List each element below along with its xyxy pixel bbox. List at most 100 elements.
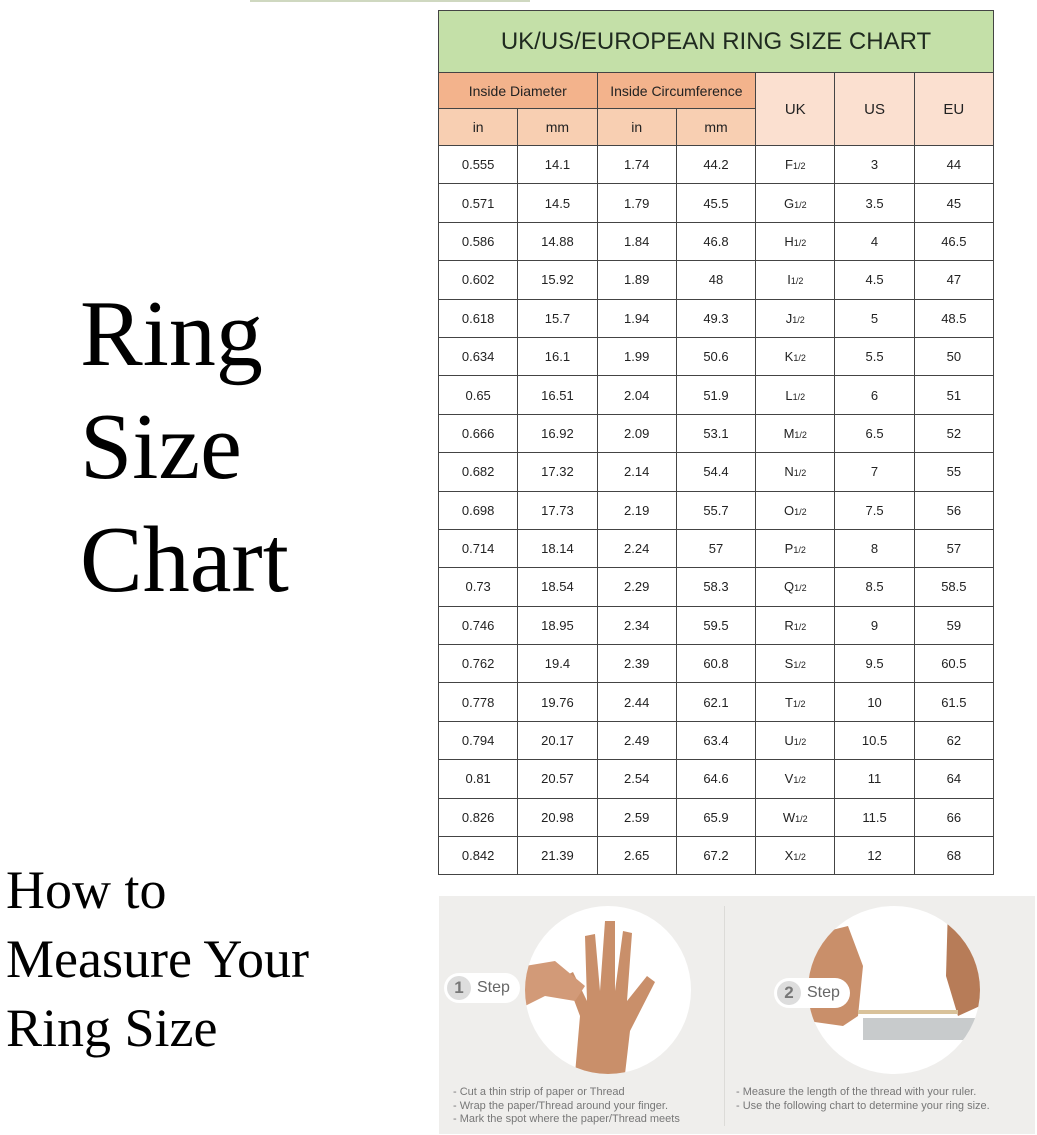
us-size-cell: 6 <box>834 375 915 415</box>
uk-letter: R <box>784 617 794 633</box>
top-rule <box>250 0 530 2</box>
uk-half-fraction: 1/2 <box>793 775 806 786</box>
uk-half-fraction: 1/2 <box>794 429 807 440</box>
inside-circumference-in-cell: 2.65 <box>596 836 677 876</box>
uk-letter: S <box>784 656 794 672</box>
uk-half-fraction: 1/2 <box>793 737 807 748</box>
heading-line: How to <box>6 860 167 920</box>
inside-diameter-mm-cell: 17.32 <box>517 452 598 492</box>
uk-letter: W <box>782 809 796 825</box>
uk-half-fraction: 1/2 <box>793 237 807 248</box>
uk-size-cell: W1/2 <box>755 797 836 838</box>
uk-letter: H <box>784 233 794 249</box>
heading-line: Ring Size <box>6 998 218 1058</box>
inside-diameter-mm-cell: 21.39 <box>517 836 598 876</box>
note-line: - Measure the length of the thread with … <box>736 1086 977 1098</box>
inside-diameter-in-cell: 0.778 <box>437 682 519 722</box>
uk-size-cell: F1/2 <box>755 144 836 185</box>
us-size-cell: 4.5 <box>834 260 915 300</box>
eu-size-cell: 44 <box>913 144 995 185</box>
eu-size-cell: 61.5 <box>913 682 995 722</box>
eu-size-cell: 66 <box>913 797 995 838</box>
inside-circumference-mm-cell: 65.9 <box>675 797 757 838</box>
us-size-cell: 9.5 <box>834 644 915 684</box>
inside-diameter-in-cell: 0.618 <box>437 298 519 338</box>
uk-size-cell: R1/2 <box>755 605 836 646</box>
uk-half-fraction: 1/2 <box>793 545 806 556</box>
step-2-notes: - Measure the length of the thread with … <box>736 1086 990 1113</box>
inside-diameter-in-cell: 0.73 <box>437 567 519 607</box>
inside-circumference-in-cell: 2.39 <box>596 644 677 684</box>
inside-circumference-mm-cell: 67.2 <box>675 836 757 876</box>
inside-circumference-mm-cell: 64.6 <box>675 759 757 799</box>
uk-letter: G <box>783 195 795 211</box>
uk-letter: J <box>785 310 793 326</box>
uk-size-cell: J1/2 <box>755 298 836 338</box>
uk-letter: X <box>784 848 794 864</box>
heading-line: Chart <box>80 508 289 612</box>
inside-circumference-in-cell: 1.99 <box>596 336 677 377</box>
uk-size-cell: U1/2 <box>755 720 836 761</box>
table-row: 0.698 17.73 2.19 55.7 O1/2 7.5 56 <box>437 490 995 530</box>
inside-diameter-mm-cell: 16.51 <box>517 375 598 415</box>
hand-icon <box>525 921 655 1074</box>
uk-half-fraction: 1/2 <box>795 813 808 824</box>
inside-diameter-in-cell: 0.842 <box>437 836 519 876</box>
table-row: 0.81 20.57 2.54 64.6 V1/2 11 64 <box>437 759 995 799</box>
uk-half-fraction: 1/2 <box>794 506 807 517</box>
step-1-panel: 1 Step - Cut a thin strip of paper or Th… <box>439 896 736 1134</box>
eu-size-cell: 58.5 <box>913 567 995 607</box>
uk-size-cell: O1/2 <box>755 490 836 530</box>
inside-diameter-mm-cell: 15.7 <box>517 298 598 338</box>
us-size-cell: 9 <box>834 605 915 646</box>
inside-circumference-in-cell: 2.19 <box>596 490 677 530</box>
note-line: - Mark the spot where the paper/Thread m… <box>453 1113 680 1125</box>
inside-diameter-in-cell: 0.666 <box>437 413 519 454</box>
inside-diameter-mm-cell: 17.73 <box>517 490 598 530</box>
uk-letter: I <box>787 272 791 288</box>
us-size-cell: 4 <box>834 221 915 262</box>
us-size-cell: 12 <box>834 836 915 876</box>
inside-circumference-in-cell: 1.79 <box>596 183 677 223</box>
inside-diameter-in-cell: 0.65 <box>437 375 519 415</box>
inside-circumference-in-cell: 2.59 <box>596 797 677 838</box>
inside-diameter-mm-cell: 19.4 <box>517 644 598 684</box>
inside-circumference-mm-cell: 58.3 <box>675 567 757 607</box>
header-uk: UK <box>755 72 836 146</box>
inside-circumference-mm-cell: 63.4 <box>675 720 757 761</box>
eu-size-cell: 68 <box>913 836 995 876</box>
inside-diameter-in-cell: 0.794 <box>437 720 519 761</box>
us-size-cell: 5.5 <box>834 336 915 377</box>
heading-line: Size <box>80 395 242 499</box>
table-row: 0.778 19.76 2.44 62.1 T1/2 10 61.5 <box>437 682 995 722</box>
inside-circumference-mm-cell: 55.7 <box>675 490 757 530</box>
inside-diameter-mm-cell: 14.88 <box>517 221 598 262</box>
header-inside-circumference: Inside Circumference <box>596 72 757 109</box>
uk-size-cell: X1/2 <box>755 836 836 876</box>
us-size-cell: 11.5 <box>834 797 915 838</box>
inside-circumference-in-cell: 2.44 <box>596 682 677 722</box>
header-unit: mm <box>517 108 598 146</box>
inside-diameter-mm-cell: 18.54 <box>517 567 598 607</box>
eu-size-cell: 55 <box>913 452 995 492</box>
inside-diameter-mm-cell: 14.5 <box>517 183 598 223</box>
eu-size-cell: 52 <box>913 413 995 454</box>
eu-size-cell: 64 <box>913 759 995 799</box>
us-size-cell: 10 <box>834 682 915 722</box>
us-size-cell: 8 <box>834 528 915 569</box>
uk-size-cell: T1/2 <box>755 682 836 722</box>
ring-size-chart-heading: Ring Size Chart <box>80 278 289 617</box>
table-row: 0.555 14.1 1.74 44.2 F1/2 3 44 <box>437 144 995 185</box>
step-2-badge: 2 Step <box>774 978 850 1008</box>
uk-half-fraction: 1/2 <box>793 468 807 479</box>
heading-line: Measure Your <box>6 929 309 989</box>
uk-size-cell: S1/2 <box>755 644 836 684</box>
inside-diameter-mm-cell: 20.98 <box>517 797 598 838</box>
inside-circumference-in-cell: 2.09 <box>596 413 677 454</box>
us-size-cell: 6.5 <box>834 413 915 454</box>
step-2-panel: 2 Step - Measure the length of the threa… <box>736 896 1033 1134</box>
how-to-measure-panel: 1 Step - Cut a thin strip of paper or Th… <box>439 896 1035 1134</box>
inside-diameter-in-cell: 0.746 <box>437 605 519 646</box>
inside-circumference-in-cell: 2.14 <box>596 452 677 492</box>
inside-circumference-mm-cell: 60.8 <box>675 644 757 684</box>
